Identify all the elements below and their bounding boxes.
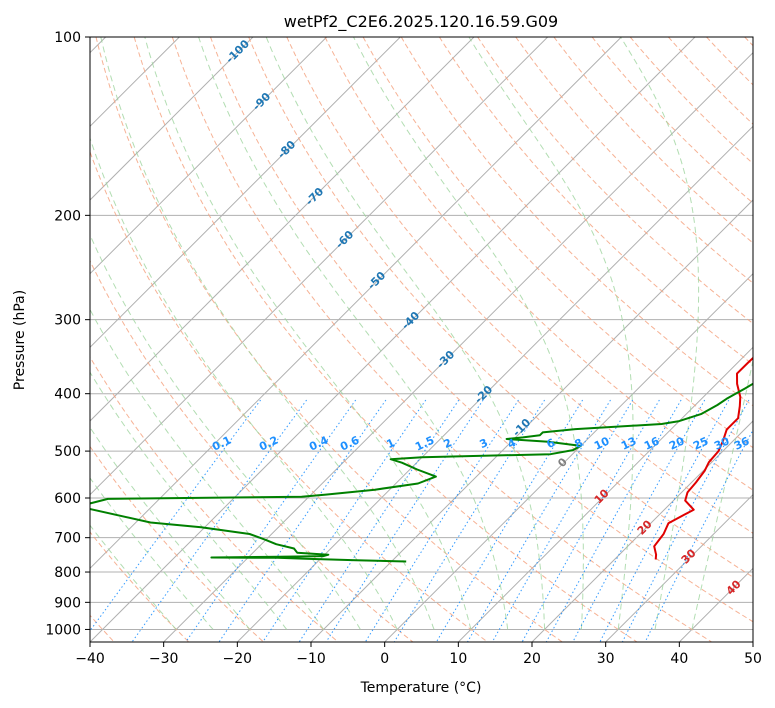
mixing-ratio-label: 10 — [592, 434, 612, 452]
moist-adiabat-line — [100, 37, 435, 630]
y-tick-label: 300 — [54, 313, 81, 329]
y-tick-label: 600 — [54, 491, 81, 507]
y-axis-label: Pressure (hPa) — [12, 290, 28, 390]
plot-frame — [89, 36, 754, 643]
dry-adiabat-line — [438, 37, 753, 366]
x-axis-label: Temperature (°C) — [360, 680, 482, 696]
moist-adiabat-line — [620, 37, 700, 630]
moist-adiabat-line — [353, 37, 584, 630]
mixing-ratio-line — [364, 399, 519, 642]
isotherm-line — [90, 37, 401, 349]
moist-adiabat-line — [90, 524, 177, 630]
x-tick-label: −40 — [75, 651, 105, 667]
dewpoint-profile-line — [90, 382, 753, 563]
moist-adiabat-line — [90, 477, 214, 630]
isotherm-line — [605, 493, 753, 642]
dry-adiabat-line — [515, 37, 753, 284]
background-lines — [90, 37, 753, 642]
x-tick-label: 20 — [523, 651, 541, 667]
mixing-ratio-line — [621, 399, 750, 642]
mixing-ratio-label: 20 — [667, 434, 687, 452]
dry-adiabat-line — [553, 37, 753, 244]
dry-adiabat-line — [324, 37, 753, 491]
moist-adiabat-line — [90, 371, 288, 630]
mixing-ratio-label: 16 — [642, 434, 662, 452]
x-tick-label: 40 — [670, 651, 688, 667]
mixing-ratio-label: 25 — [691, 434, 710, 452]
series-layer — [90, 356, 753, 563]
isotherm-line — [163, 51, 753, 642]
mixing-ratio-line — [521, 399, 660, 642]
dry-adiabat-line — [90, 259, 414, 642]
moist-adiabat-line — [198, 37, 509, 630]
moist-adiabat-line — [90, 426, 251, 630]
x-tick-label: −20 — [223, 651, 253, 667]
y-tick-label: 400 — [54, 387, 81, 403]
dry-adiabat-line — [362, 37, 753, 449]
y-tick-label: 500 — [54, 444, 81, 460]
isotherm-line — [531, 420, 753, 642]
isotherm-line — [236, 125, 753, 642]
moist-adiabat-line — [90, 136, 398, 630]
y-tick-label: 100 — [54, 30, 81, 46]
y-tick-label: 900 — [54, 595, 81, 611]
mixing-ratio-line — [298, 399, 460, 642]
isotherm-line — [90, 37, 475, 422]
mixing-ratio-line — [325, 399, 484, 642]
dry-adiabat-line — [629, 37, 753, 165]
isotherm-line — [384, 272, 753, 642]
y-tick-label: 200 — [54, 208, 81, 224]
y-tick-label: 700 — [54, 531, 81, 547]
moist-adiabat-line — [144, 37, 472, 630]
mixing-ratio-line — [467, 399, 611, 642]
x-tick-label: −30 — [149, 651, 179, 667]
y-tick-label: 800 — [54, 565, 81, 581]
mixing-ratio-label: 36 — [732, 434, 752, 452]
isotherm-line — [457, 346, 753, 642]
dry-adiabat-line — [210, 37, 753, 623]
dry-adiabat-line — [90, 445, 264, 642]
isotherm-line — [90, 37, 549, 496]
moist-adiabat-line — [265, 37, 546, 630]
mixing-ratio-line — [599, 399, 730, 642]
moist-adiabat-line — [468, 37, 634, 630]
isotherm-line — [90, 37, 622, 570]
mixing-ratio-line — [131, 399, 308, 642]
isotherm-line — [90, 37, 696, 642]
dry-adiabat-line — [248, 37, 753, 578]
y-axis-ticks: 100 200 300 400 500 600 700 800 900 1000 — [45, 30, 90, 638]
mixing-ratio-label: 30 — [712, 434, 732, 452]
dry-adiabat-line — [171, 37, 712, 642]
x-tick-label: 30 — [597, 651, 615, 667]
mixing-ratio-line — [262, 399, 427, 642]
dry-adiabat-line — [400, 37, 753, 407]
moist-adiabat-line — [90, 308, 324, 630]
mixing-ratio-label: 13 — [619, 434, 638, 452]
x-tick-label: 50 — [744, 651, 762, 667]
dry-adiabat-line — [133, 37, 638, 642]
x-tick-label: 0 — [380, 651, 389, 667]
dry-adiabat-line — [286, 37, 753, 534]
temperature-profile-line — [653, 356, 753, 560]
isotherm-line — [90, 37, 254, 201]
y-tick-label: 1000 — [45, 622, 81, 638]
dry-adiabat-line — [90, 356, 339, 642]
mixing-ratio-line — [644, 428, 753, 642]
mixing-ratio-line — [185, 399, 357, 642]
chart-title: wetPf2_C2E6.2025.120.16.59.G09 — [284, 12, 558, 32]
dry-adiabat-line — [90, 150, 488, 642]
isotherm-line — [90, 37, 328, 275]
x-tick-label: −10 — [296, 651, 326, 667]
mixing-ratio-line — [218, 399, 387, 642]
moist-adiabat-line — [90, 233, 361, 630]
x-tick-label: 10 — [449, 651, 467, 667]
mixing-ratio-line — [491, 399, 634, 642]
moist-adiabat-line — [691, 358, 753, 630]
x-axis-ticks: −40 −30 −20 −10 0 10 20 30 40 50 — [75, 642, 762, 667]
